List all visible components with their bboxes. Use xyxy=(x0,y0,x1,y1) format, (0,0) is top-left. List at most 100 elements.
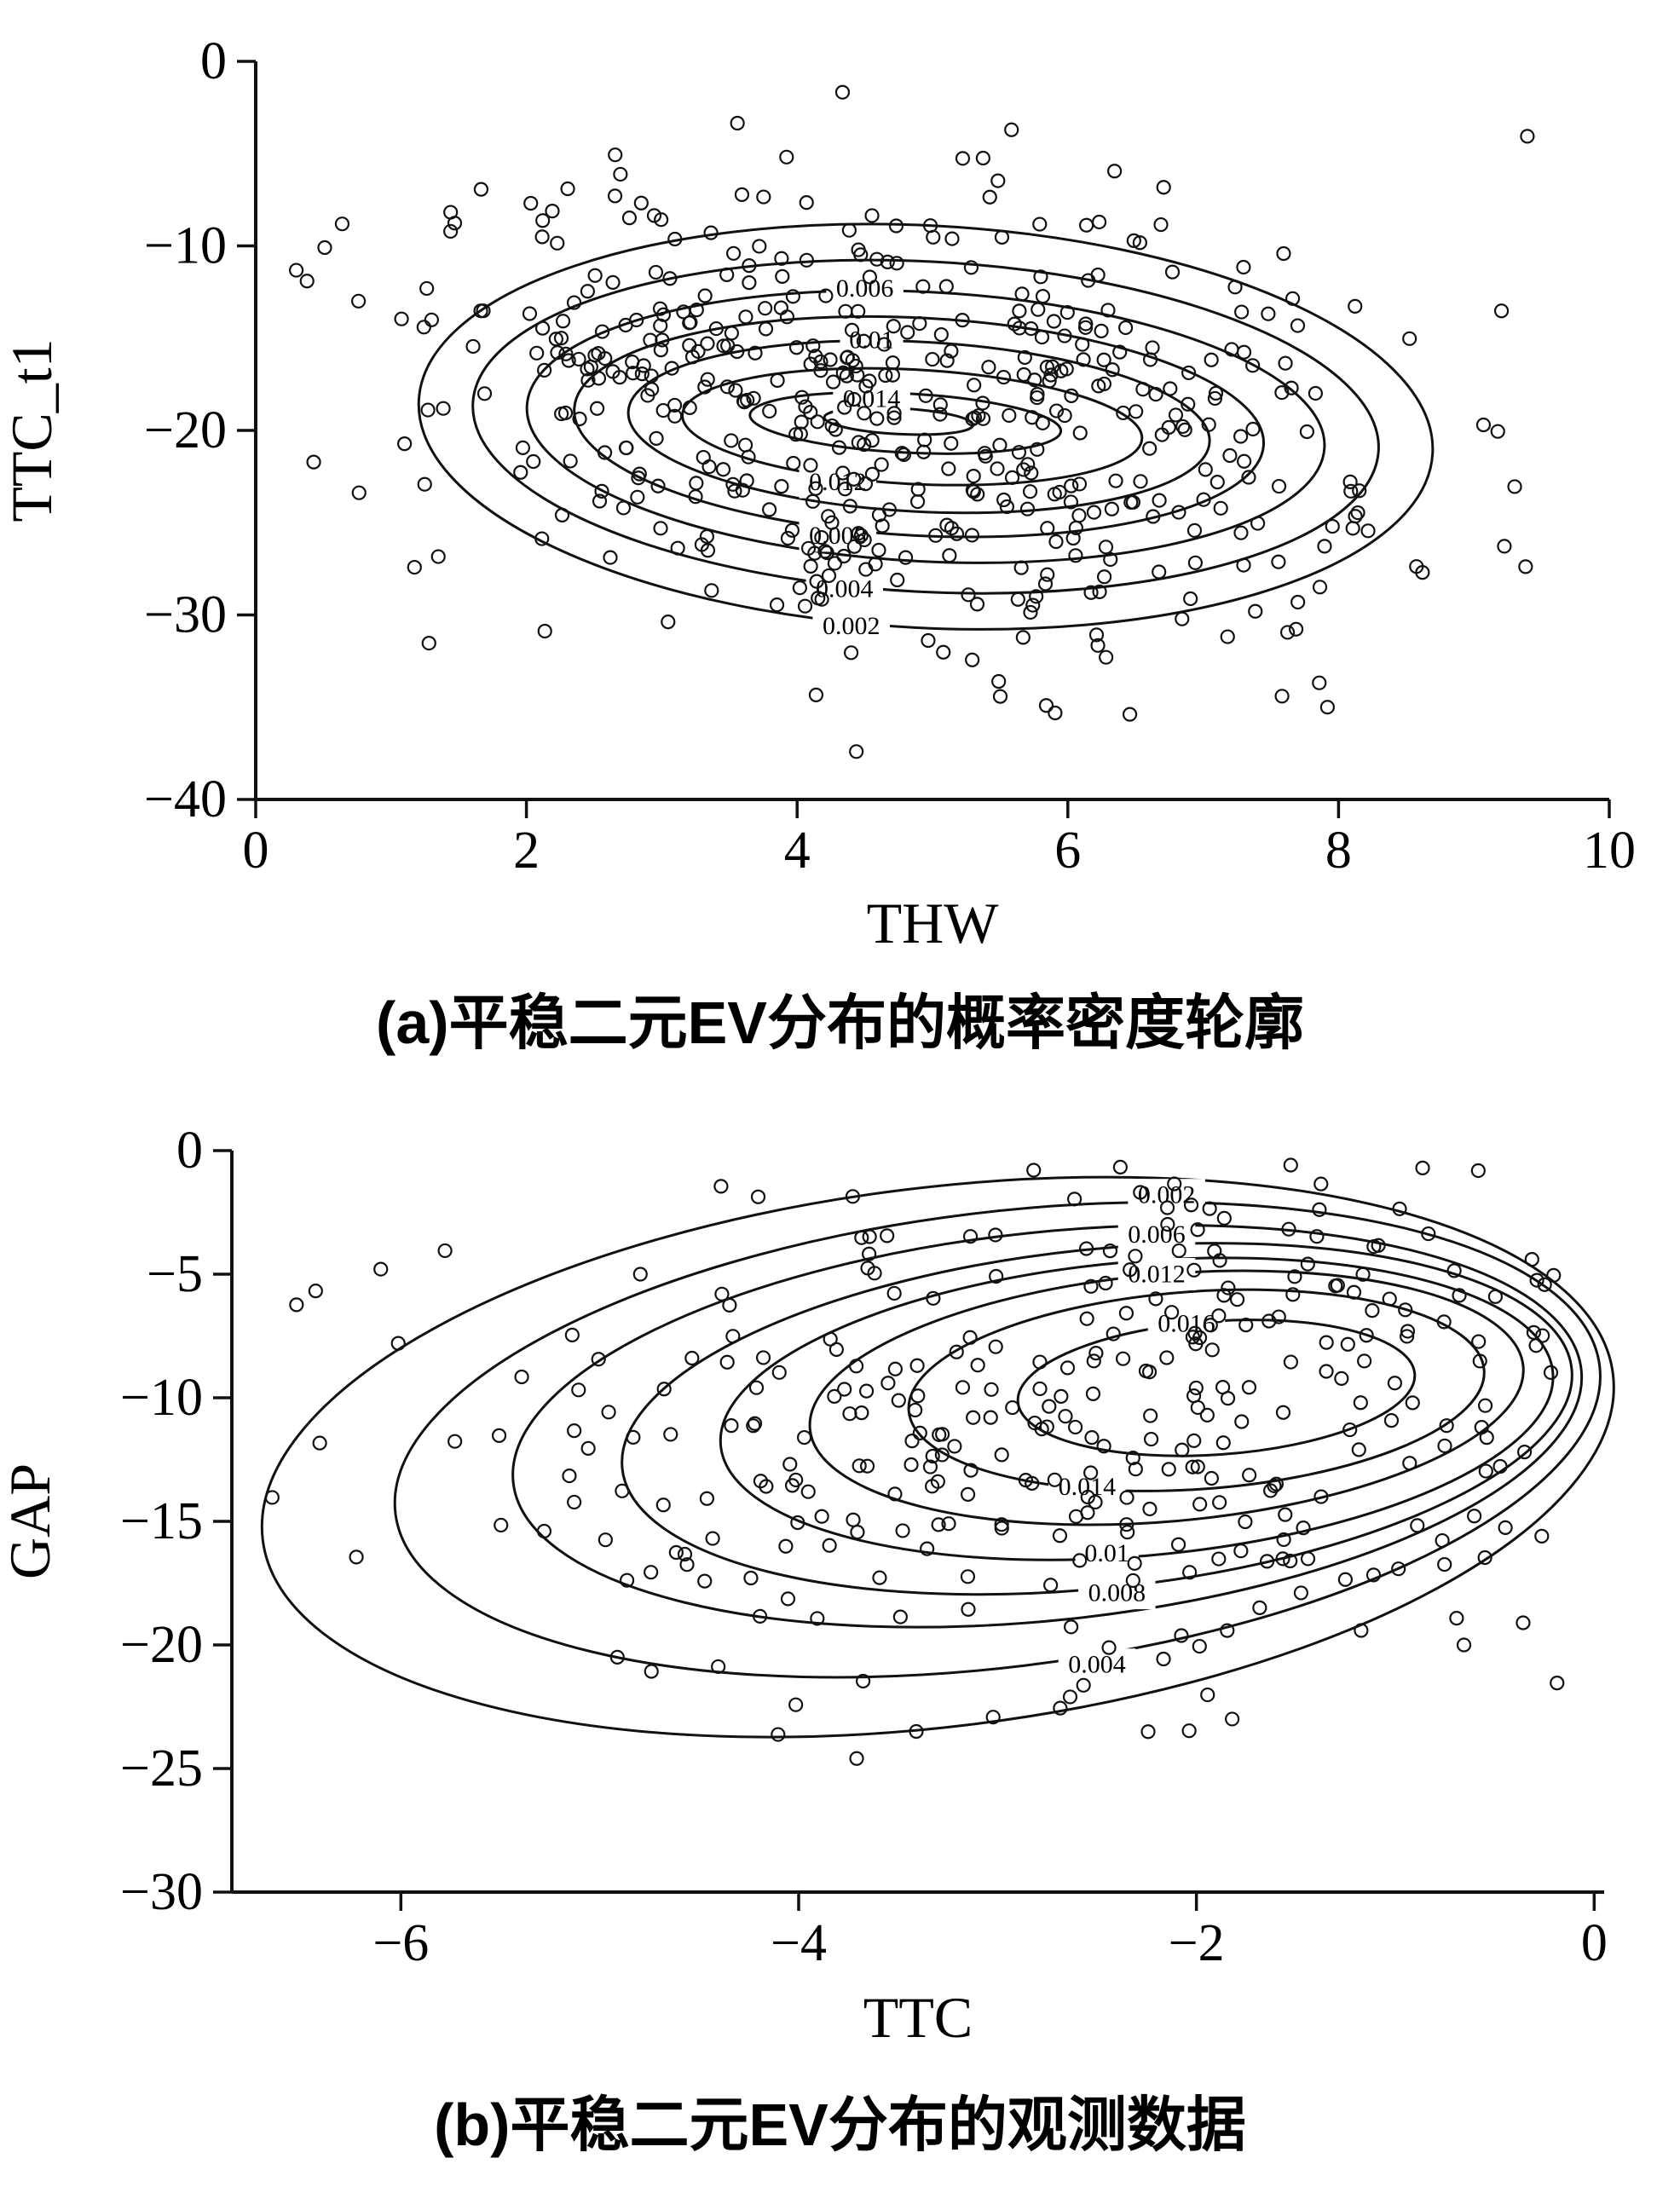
scatter-point xyxy=(1446,1263,1462,1278)
scatter-point xyxy=(1190,1222,1205,1238)
scatter-point xyxy=(817,544,833,559)
scatter-point xyxy=(850,367,865,383)
scatter-point xyxy=(655,332,670,348)
scatter-point xyxy=(1342,1422,1358,1438)
scatter-point xyxy=(447,1434,463,1449)
scatter-point xyxy=(983,1410,998,1425)
scatter-point xyxy=(594,324,610,339)
scatter-point xyxy=(473,303,488,319)
scatter-point xyxy=(1437,1438,1452,1454)
y-tick-label: −30 xyxy=(144,586,227,644)
scatter-point xyxy=(1043,1578,1059,1593)
scatter-point xyxy=(1209,475,1225,490)
scatter-point xyxy=(1088,627,1105,643)
scatter-point xyxy=(846,1512,861,1527)
scatter-point xyxy=(831,440,847,455)
scatter-point xyxy=(597,445,613,460)
scatter-point xyxy=(822,1538,837,1553)
scatter-point xyxy=(1068,1509,1084,1524)
scatter-point xyxy=(1437,1556,1452,1572)
scatter-point xyxy=(1076,1677,1091,1693)
scatter-point xyxy=(1352,483,1367,499)
scatter-point xyxy=(846,539,862,554)
contour-ellipse xyxy=(511,1224,1584,1629)
scatter-point xyxy=(1472,1353,1487,1369)
y-tick-label: −20 xyxy=(144,401,227,459)
scatter-point xyxy=(786,455,801,471)
scatter-point xyxy=(514,1369,529,1385)
scatter-point xyxy=(1152,493,1167,508)
scatter-point xyxy=(1415,1160,1430,1175)
scatter-point xyxy=(994,1521,1009,1536)
scatter-point xyxy=(1357,1353,1372,1369)
scatter-point xyxy=(739,473,754,488)
scatter-point xyxy=(1132,235,1147,251)
scatter-point xyxy=(725,1329,741,1344)
scatter-point xyxy=(613,166,628,182)
scatter-point xyxy=(967,378,982,393)
scatter-point xyxy=(771,1365,787,1380)
scatter-point xyxy=(885,355,901,371)
scatter-point xyxy=(962,1330,978,1345)
scatter-point xyxy=(667,397,683,413)
scatter-point xyxy=(589,401,605,416)
scatter-point xyxy=(1234,1414,1250,1429)
scatter-point xyxy=(944,343,959,359)
scatter-point xyxy=(1211,1551,1227,1567)
scatter-point xyxy=(407,559,422,575)
scatter-point xyxy=(1308,385,1324,401)
contour-label: 0.008 xyxy=(1088,1579,1146,1607)
scatter-point xyxy=(653,318,668,333)
axes: 0 2 4 6 8 10 0 −10 −20 −30 −40 xyxy=(144,32,1636,880)
scatter-point xyxy=(1032,1354,1048,1370)
scatter-point xyxy=(813,363,828,378)
scatter-point xyxy=(756,189,771,205)
scatter-point xyxy=(991,673,1007,690)
scatter-point xyxy=(618,317,633,333)
scatter-point xyxy=(825,374,841,390)
scatter-point xyxy=(1283,1157,1298,1173)
scatter-point xyxy=(748,1380,765,1395)
scatter-point xyxy=(697,288,713,303)
scatter-point xyxy=(1487,1289,1504,1304)
scatter-point xyxy=(1202,1201,1217,1216)
scatter-point xyxy=(1047,1472,1062,1487)
scatter-point xyxy=(969,597,985,612)
scatter-point xyxy=(644,382,660,397)
scatter-point xyxy=(742,275,757,291)
scatter-point xyxy=(1452,1288,1467,1303)
x-tick-label: −6 xyxy=(372,1914,429,1972)
scatter-point xyxy=(1190,1399,1205,1416)
scatter-point xyxy=(790,1515,805,1531)
scatter-point xyxy=(1013,560,1029,575)
scatter-point xyxy=(857,406,872,421)
scatter-point xyxy=(1135,382,1151,397)
scatter-point xyxy=(567,1494,582,1510)
scatter-point xyxy=(932,407,948,422)
scatter-point xyxy=(1285,291,1301,306)
scatter-point xyxy=(955,151,971,166)
scatter-point xyxy=(554,507,570,522)
scatter-point xyxy=(779,149,794,164)
scatter-point xyxy=(700,336,715,351)
contour-label: 0.006 xyxy=(1128,1220,1186,1249)
scatter-point xyxy=(934,1447,950,1463)
scatter-point xyxy=(1054,1388,1069,1404)
scatter-point xyxy=(912,1425,927,1440)
scatter-point xyxy=(842,1406,857,1422)
scatter-point xyxy=(807,545,823,561)
scatter-point xyxy=(748,345,763,361)
scatter-point xyxy=(985,1710,1001,1725)
scatter-point xyxy=(394,311,409,326)
scatter-point xyxy=(1007,316,1022,332)
scatter-point xyxy=(653,343,668,358)
scatter-point xyxy=(1071,476,1088,492)
scatter-point xyxy=(661,615,676,630)
scatter-point xyxy=(808,481,823,496)
scatter-point xyxy=(1319,700,1336,715)
scatter-point xyxy=(1024,465,1039,481)
scatter-point xyxy=(780,1591,796,1607)
scatter-point xyxy=(843,645,859,661)
scatter-point xyxy=(990,173,1006,188)
